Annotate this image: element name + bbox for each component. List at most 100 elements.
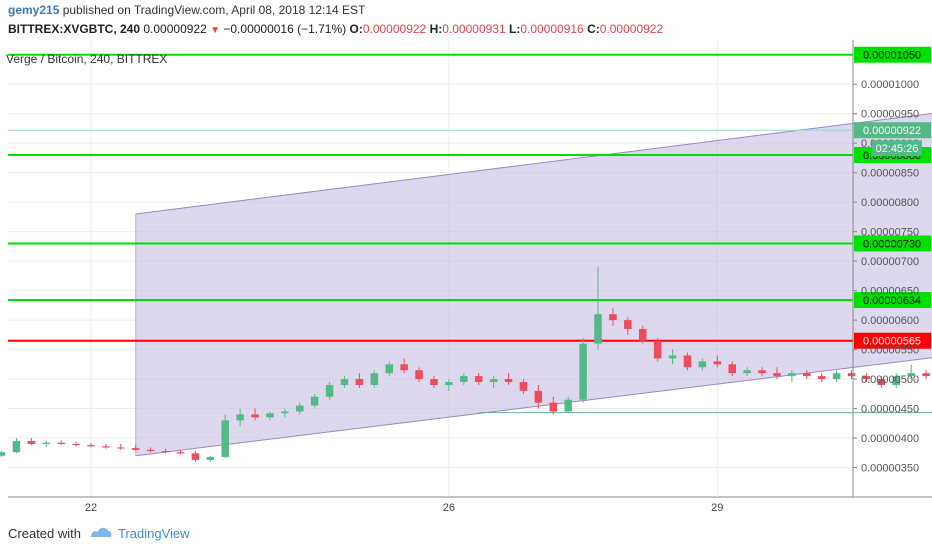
candle-body <box>683 355 692 368</box>
candle-body <box>430 379 438 385</box>
candle-body <box>310 396 319 406</box>
candle-body <box>803 373 811 377</box>
candle-body <box>206 456 215 460</box>
candle-body <box>773 373 781 377</box>
candle-body <box>788 373 796 377</box>
candle-body <box>161 451 170 453</box>
candle-body <box>325 384 334 397</box>
level-price-label: 0.00000565 <box>863 336 921 348</box>
countdown-label: 02:45:26 <box>876 143 919 155</box>
candle-body <box>892 376 900 385</box>
close-label: C: <box>587 22 600 36</box>
horizontal-levels: 0.000010500.000008800.000007300.00000634… <box>8 46 931 349</box>
y-tick-label: 0.00001000 <box>861 79 919 91</box>
last-price-tag-label: 0.00000922 <box>863 125 921 137</box>
candle-body <box>27 440 36 444</box>
candle-body <box>653 340 662 359</box>
price-channel <box>135 112 932 457</box>
candle-body <box>266 413 274 418</box>
candle-body <box>72 443 80 446</box>
down-arrow-icon: ▼ <box>210 25 221 36</box>
level-price-tag <box>854 235 931 252</box>
candle-body <box>191 453 200 460</box>
y-tick-label: 0.00000800 <box>861 197 919 209</box>
countdown-tag <box>872 140 922 157</box>
y-tick-label: 0.00000550 <box>861 345 919 357</box>
candle-body <box>176 452 185 454</box>
symbol-label: BITTREX:XVGBTC, 240 <box>8 22 141 36</box>
y-tick-label: 0.00000500 <box>861 374 919 386</box>
channel-fill <box>135 113 932 456</box>
y-tick-label: 0.00000650 <box>861 286 919 298</box>
candle-body <box>922 373 930 377</box>
candle-body <box>460 376 468 383</box>
x-tick-label: 29 <box>711 502 723 514</box>
candle-body <box>385 364 393 374</box>
candle-body <box>907 373 915 377</box>
candle-body <box>57 442 65 444</box>
candle-body <box>862 376 871 380</box>
footer: Created with TradingView <box>8 525 190 542</box>
candle-body <box>564 399 572 412</box>
candle-body <box>0 452 6 456</box>
candle-body <box>609 314 617 321</box>
candle-body <box>102 446 110 448</box>
y-tick-label: 0.00000700 <box>861 256 919 268</box>
candle-body <box>445 382 453 385</box>
publish-text: published on TradingView.com, April 08, … <box>59 3 366 17</box>
candle-body <box>296 405 304 412</box>
created-with-text: Created with <box>8 526 81 541</box>
high-value: 0.00000931 <box>442 22 506 36</box>
x-tick-label: 26 <box>443 502 455 514</box>
open-value: 0.00000922 <box>362 22 427 36</box>
candle-body <box>624 320 632 329</box>
candle-body <box>117 447 125 449</box>
candle-body <box>728 364 736 374</box>
candle-body <box>221 420 229 457</box>
candle-body <box>534 390 543 403</box>
level-price-tag <box>854 292 931 309</box>
candle-body <box>251 414 259 418</box>
candle-body <box>698 361 707 368</box>
candle-body <box>579 343 587 400</box>
candle-body <box>638 328 647 341</box>
tradingview-link[interactable]: TradingView <box>117 526 190 541</box>
high-label: H: <box>429 22 443 36</box>
candle-body <box>489 379 498 383</box>
tradingview-logo-icon <box>89 525 113 542</box>
candle-body <box>355 379 364 385</box>
price-chart[interactable]: 0.000010500.000008800.000007300.00000634… <box>0 40 932 518</box>
open-label: O: <box>349 22 363 36</box>
last-price-tag <box>854 122 931 139</box>
candle-body <box>817 376 826 380</box>
y-tick-label: 0.00000600 <box>861 315 919 327</box>
candle-body <box>281 411 289 414</box>
last-price-text: 0.00000922 <box>143 22 207 36</box>
candle-body <box>743 370 751 374</box>
candle-body <box>877 379 886 385</box>
publish-info: gemy215 published on TradingView.com, Ap… <box>8 3 365 17</box>
channel-upper-line <box>135 112 932 215</box>
ohlc-header: BITTREX:XVGBTC, 240 0.00000922 ▼ −0.0000… <box>8 22 663 36</box>
candle-body <box>594 314 602 344</box>
candle-body <box>504 379 513 383</box>
candle-body <box>549 402 558 412</box>
chart-title: Verge / Bitcoin, 240, BITTREX <box>6 52 167 66</box>
candle-body <box>668 355 677 359</box>
level-price-label: 0.00000730 <box>863 238 921 250</box>
candle-body <box>370 373 379 385</box>
candle-body <box>713 361 722 365</box>
level-price-tag <box>854 332 931 349</box>
level-price-label: 0.00001050 <box>863 50 921 62</box>
change-text: −0.00000016 (−1.71%) <box>223 22 347 36</box>
author-username[interactable]: gemy215 <box>8 3 60 17</box>
y-tick-label: 0.00000950 <box>861 109 919 121</box>
candles <box>0 267 930 462</box>
x-tick-label: 22 <box>85 502 97 514</box>
candle-body <box>146 449 155 452</box>
candle-body <box>131 448 140 450</box>
level-price-label: 0.00000634 <box>863 295 921 307</box>
candle-body <box>847 373 856 377</box>
candle-body <box>415 370 423 380</box>
low-label: L: <box>509 22 521 36</box>
